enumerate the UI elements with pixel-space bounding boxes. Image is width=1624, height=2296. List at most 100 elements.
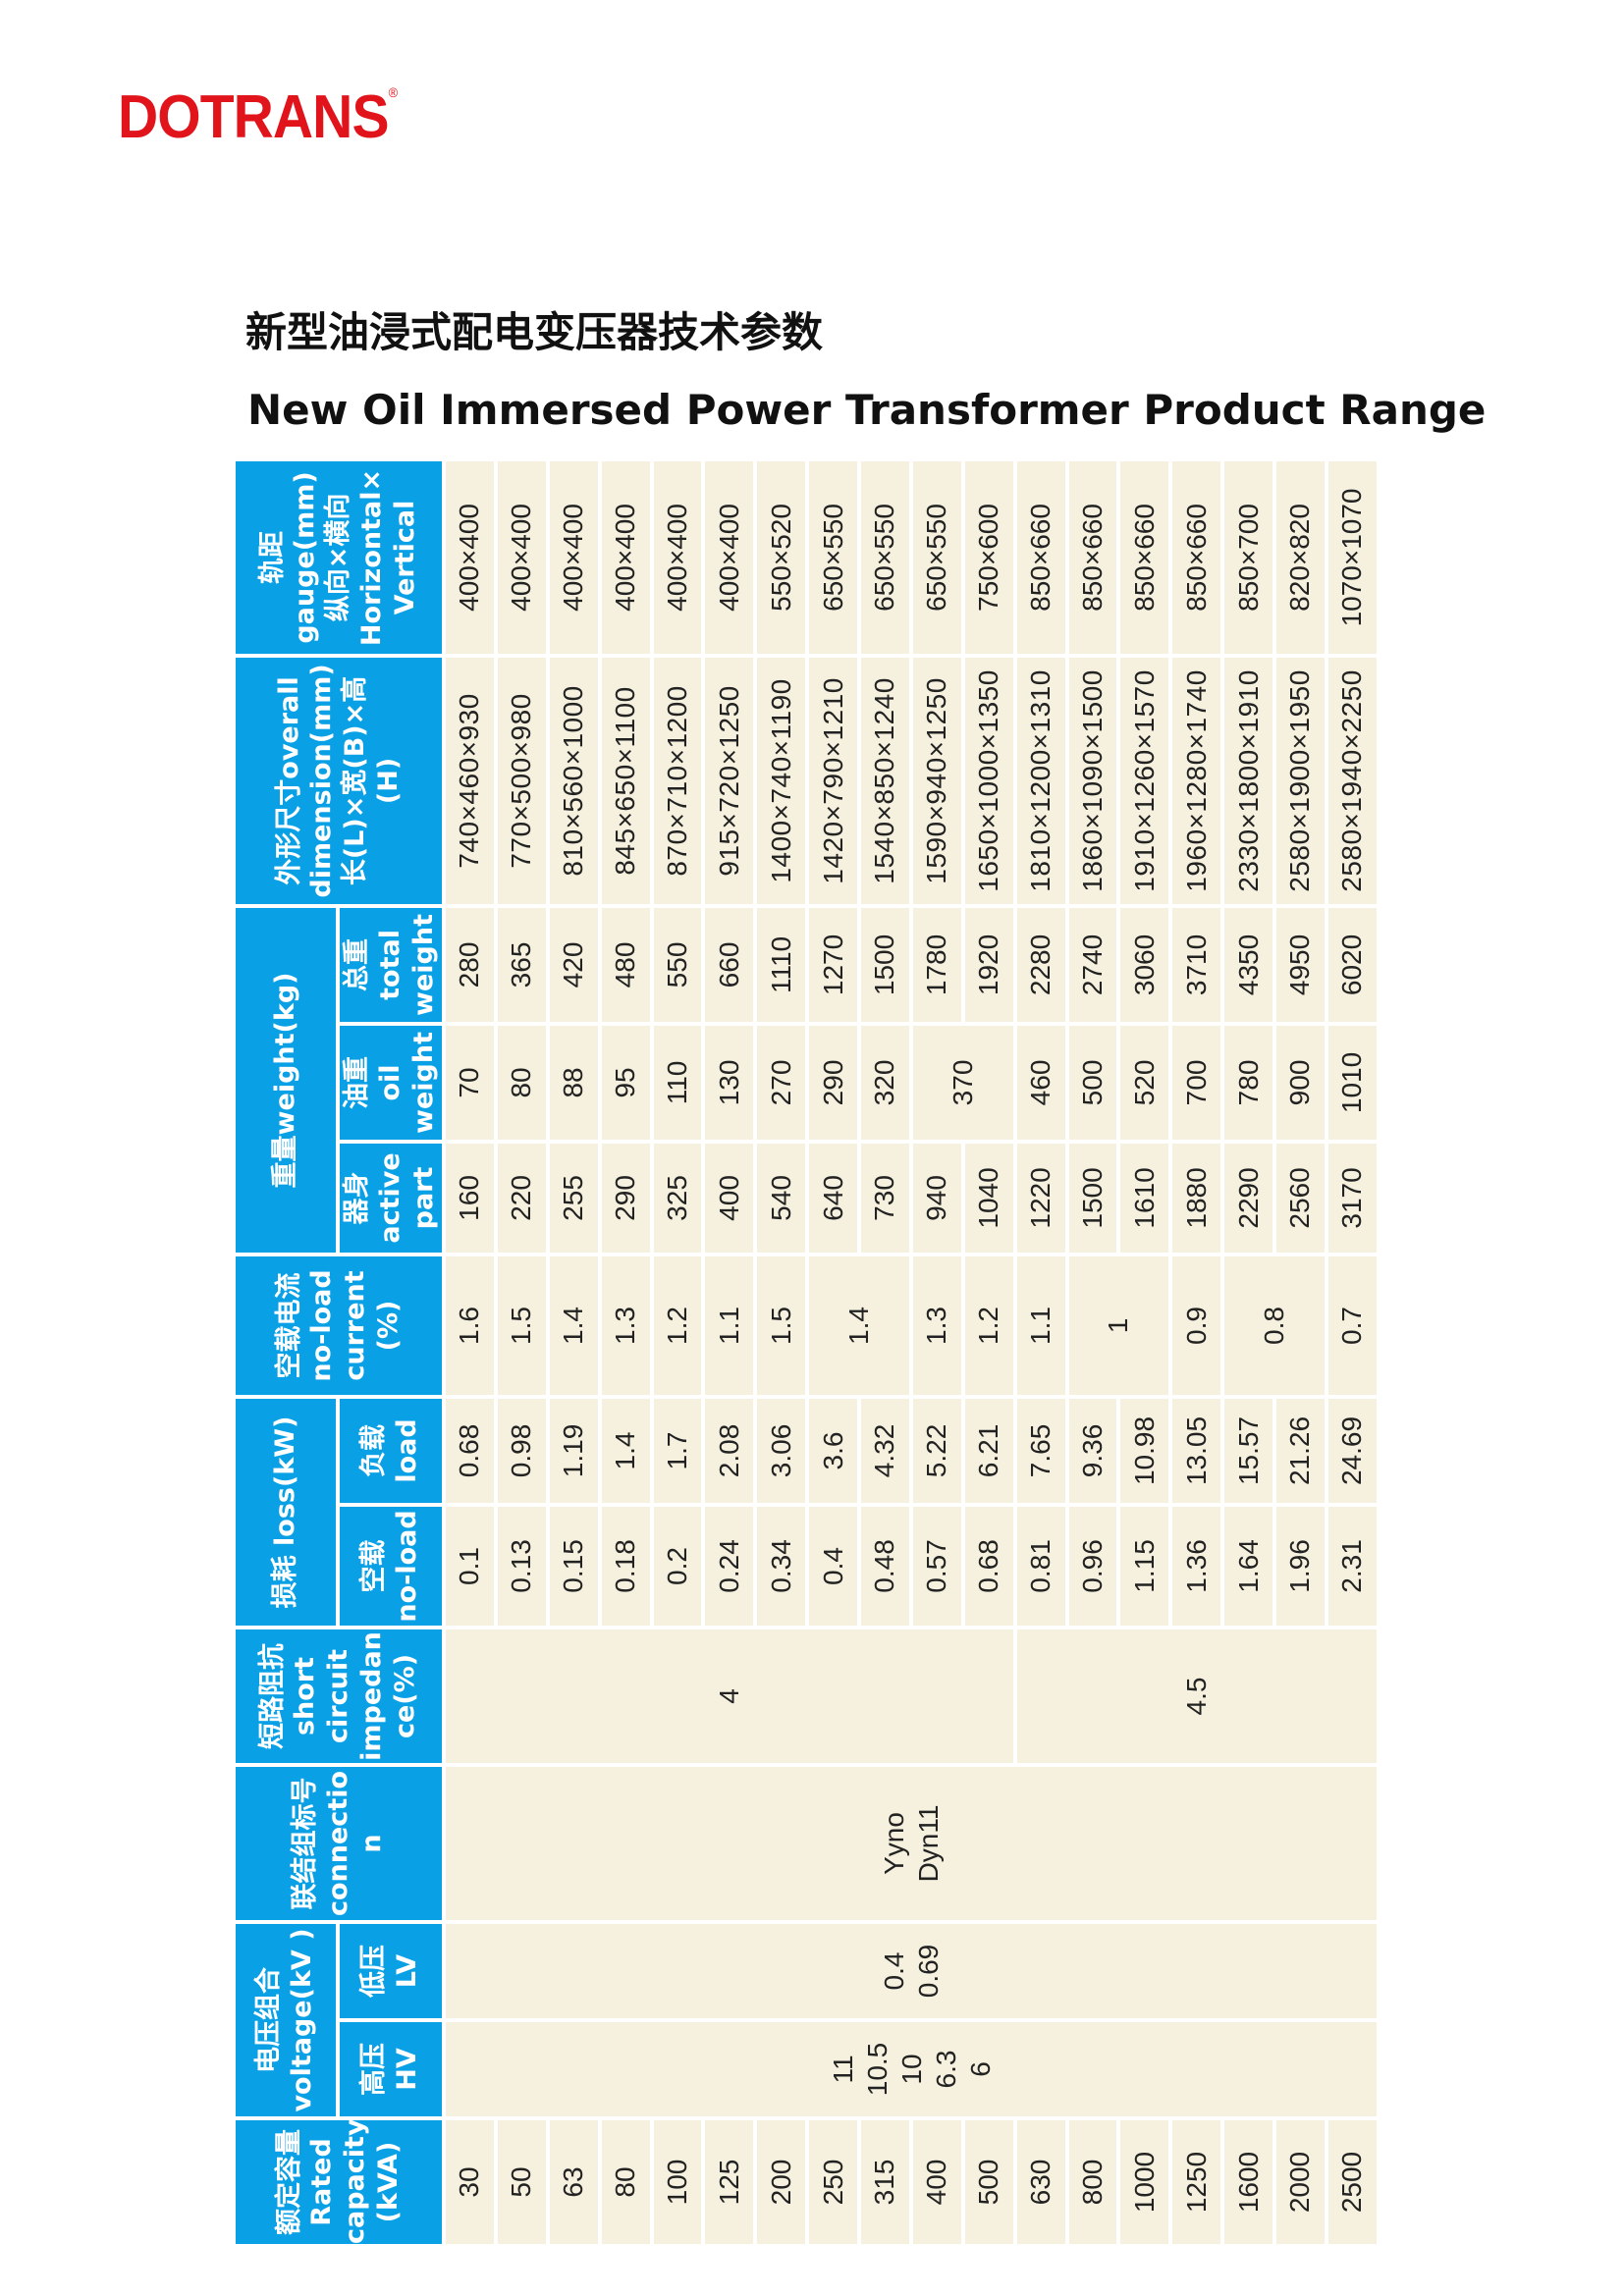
cell-active-part: 1220: [1014, 1141, 1067, 1255]
table-row: 30 11 10.5 10 6.3 6 0.4 0.69 Yyno Dyn11 4 0.1 0.68 1.…: [444, 458, 1379, 2246]
cell-dimension: 915×720×1250: [703, 655, 756, 906]
cell-capacity: 1600: [1222, 2118, 1274, 2246]
cell-oil-weight: 95: [599, 1023, 652, 1142]
cell-noload-loss: 1.36: [1170, 1504, 1223, 1628]
spec-table-body: 30 11 10.5 10 6.3 6 0.4 0.69 Yyno Dyn11 4 0.1 0.68 1.…: [444, 458, 1379, 2246]
cell-oil-weight: 88: [547, 1023, 600, 1142]
cell-load-loss: 9.36: [1066, 1396, 1119, 1505]
cell-noload-current: 1.4: [547, 1254, 600, 1397]
cell-noload-current: 1.5: [495, 1254, 548, 1397]
cell-oil-weight: 780: [1222, 1023, 1274, 1142]
cell-noload-loss: 0.18: [599, 1504, 652, 1628]
cell-noload-loss: 0.96: [1066, 1504, 1119, 1628]
header-impedance: 短路阻抗 short circuit impedan ce(%): [234, 1627, 444, 1765]
cell-dimension: 1400×740×1190: [755, 655, 808, 906]
cell-capacity: 63: [547, 2118, 600, 2246]
header-connection: 联结组标号 connectio n: [234, 1764, 444, 1922]
cell-dimension: 2330×1800×1910: [1222, 655, 1274, 906]
cell-total-weight: 1500: [859, 905, 911, 1024]
title-english: New Oil Immersed Power Transformer Produ…: [247, 386, 1487, 434]
cell-active-part: 2290: [1222, 1141, 1274, 1255]
cell-noload-loss: 0.57: [910, 1504, 963, 1628]
header-weight: 重量weight(kg): [234, 905, 338, 1255]
brand-name: DOTRANS: [118, 83, 390, 151]
cell-noload-current: 0.9: [1170, 1254, 1223, 1397]
cell-dimension: 810×560×1000: [547, 655, 600, 906]
cell-capacity: 80: [599, 2118, 652, 2246]
cell-capacity: 2000: [1274, 2118, 1326, 2246]
header-capacity: 额定容量 Rated capacity (kVA): [234, 2118, 444, 2246]
cell-gauge: 400×400: [599, 458, 652, 656]
cell-gauge: 400×400: [444, 458, 496, 656]
cell-dimension: 2580×1940×2250: [1326, 655, 1379, 906]
header-hv: 高压 HV: [338, 2020, 444, 2118]
cell-noload-loss: 0.15: [547, 1504, 600, 1628]
header-noload-current: 空载电流 no-load current (%): [234, 1254, 444, 1397]
cell-total-weight: 4350: [1222, 905, 1274, 1024]
cell-connection: Yyno Dyn11: [444, 1764, 1379, 1922]
cell-hv-line: 10.5: [861, 2042, 893, 2097]
cell-dimension: 1910×1260×1570: [1118, 655, 1171, 906]
cell-active-part: 3170: [1326, 1141, 1379, 1255]
cell-total-weight: 2280: [1014, 905, 1067, 1024]
cell-oil-weight: 900: [1274, 1023, 1326, 1142]
cell-total-weight: 420: [547, 905, 600, 1024]
cell-load-loss: 21.26: [1274, 1396, 1326, 1505]
cell-total-weight: 660: [703, 905, 756, 1024]
cell-dimension: 1590×940×1250: [910, 655, 963, 906]
cell-capacity: 800: [1066, 2118, 1119, 2246]
cell-active-part: 1610: [1118, 1141, 1171, 1255]
cell-capacity: 1250: [1170, 2118, 1223, 2246]
cell-gauge: 850×700: [1222, 458, 1274, 656]
cell-total-weight: 1110: [755, 905, 808, 1024]
cell-noload-loss: 0.13: [495, 1504, 548, 1628]
cell-total-weight: 3060: [1118, 905, 1171, 1024]
cell-capacity: 2500: [1326, 2118, 1379, 2246]
cell-hv-line: 6.3: [930, 2050, 961, 2089]
cell-total-weight: 6020: [1326, 905, 1379, 1024]
cell-noload-loss: 2.31: [1326, 1504, 1379, 1628]
cell-hv-line: 6: [964, 2061, 996, 2077]
cell-active-part: 1040: [962, 1141, 1015, 1255]
cell-active-part: 160: [444, 1141, 496, 1255]
header-noload-loss: 空载 no-load: [338, 1504, 444, 1628]
cell-active-part: 400: [703, 1141, 756, 1255]
cell-oil-weight: 1010: [1326, 1023, 1379, 1142]
cell-capacity: 50: [495, 2118, 548, 2246]
header-load-loss: 负载 load: [338, 1396, 444, 1505]
cell-oil-weight: 370: [910, 1023, 1015, 1142]
cell-active-part: 220: [495, 1141, 548, 1255]
cell-gauge: 400×400: [495, 458, 548, 656]
cell-oil-weight: 500: [1066, 1023, 1119, 1142]
cell-gauge: 650×550: [807, 458, 859, 656]
cell-total-weight: 3710: [1170, 905, 1223, 1024]
cell-noload-current: 1.4: [807, 1254, 911, 1397]
cell-dimension: 870×710×1200: [651, 655, 704, 906]
cell-oil-weight: 80: [495, 1023, 548, 1142]
cell-oil-weight: 270: [755, 1023, 808, 1142]
cell-gauge: 400×400: [703, 458, 756, 656]
header-dimension: 外形尺寸overall dimension(mm) 长(L)×宽(B)×高 (H): [234, 655, 444, 906]
cell-dimension: 1960×1280×1740: [1170, 655, 1223, 906]
cell-noload-loss: 0.24: [703, 1504, 756, 1628]
header-oil-weight: 油重 oil weight: [338, 1023, 444, 1142]
cell-gauge: 400×400: [651, 458, 704, 656]
cell-lv-line: 0.69: [913, 1944, 944, 1999]
cell-noload-loss: 0.81: [1014, 1504, 1067, 1628]
cell-total-weight: 1920: [962, 905, 1015, 1024]
cell-active-part: 255: [547, 1141, 600, 1255]
cell-total-weight: 480: [599, 905, 652, 1024]
cell-total-weight: 4950: [1274, 905, 1326, 1024]
cell-gauge: 1070×1070: [1326, 458, 1379, 656]
cell-load-loss: 13.05: [1170, 1396, 1223, 1505]
cell-hv-line: 11: [827, 2055, 858, 2084]
cell-capacity: 400: [910, 2118, 963, 2246]
cell-load-loss: 4.32: [859, 1396, 911, 1505]
cell-hv: 11 10.5 10 6.3 6: [444, 2020, 1379, 2118]
header-total-weight: 总重 total weight: [338, 905, 444, 1024]
cell-noload-current: 1.5: [755, 1254, 808, 1397]
cell-capacity: 200: [755, 2118, 808, 2246]
cell-oil-weight: 520: [1118, 1023, 1171, 1142]
cell-noload-loss: 1.64: [1222, 1504, 1274, 1628]
header-gauge: 轨距 gauge(mm) 纵向×横向 Horizontal× Vertical: [234, 458, 444, 656]
